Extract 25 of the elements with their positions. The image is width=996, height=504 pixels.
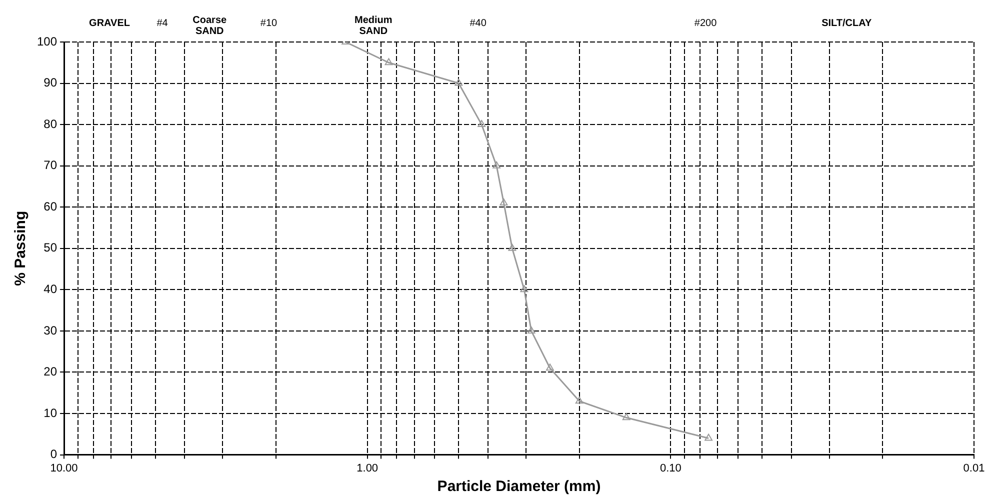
text: SILT/CLAY	[822, 18, 872, 29]
text: Medium SAND	[354, 14, 392, 37]
y-tick-label: 30	[44, 323, 58, 338]
y-tick-label: 20	[44, 364, 58, 379]
y-axis-title: % Passing	[12, 210, 30, 286]
y-tick-label: 10	[44, 406, 58, 420]
y-tick-label: 50	[44, 240, 58, 255]
text: #10	[260, 18, 278, 29]
text: #40	[470, 18, 487, 29]
y-tick-label: 40	[44, 282, 58, 296]
x-tick-label: 0.01	[963, 462, 985, 474]
y-tick-label: 70	[44, 158, 58, 172]
x-axis-title: Particle Diameter (mm)	[437, 478, 601, 496]
x-tick-label: 1.00	[356, 462, 378, 474]
y-tick-label: 100	[36, 34, 58, 48]
text: Coarse SAND	[192, 14, 228, 37]
y-tick-label: 90	[44, 76, 58, 90]
y-tick-label: 60	[44, 199, 58, 214]
x-tick-label: 0.10	[660, 462, 682, 474]
y-tick-label: 0	[50, 447, 58, 462]
text: GRAVEL	[89, 18, 130, 29]
x-tick-label: 10.00	[50, 462, 78, 474]
text: #4	[156, 18, 168, 29]
text: #200	[694, 18, 718, 29]
y-tick-label: 80	[44, 116, 58, 131]
